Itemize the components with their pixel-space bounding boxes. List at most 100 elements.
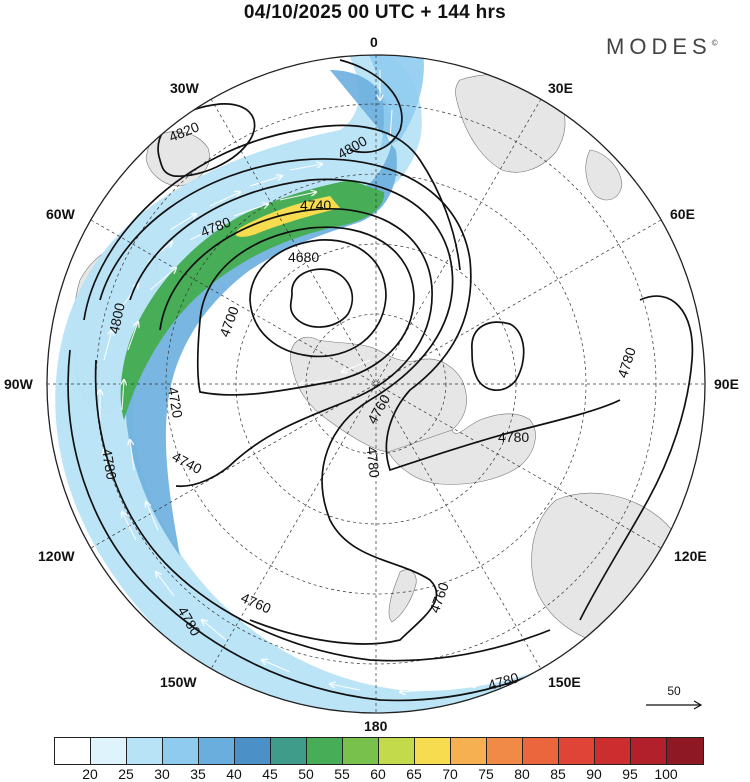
wind-vector <box>122 380 124 411</box>
colorbar-label: 80 <box>514 766 530 782</box>
colorbar-box <box>271 738 307 764</box>
colorbar-box <box>415 738 451 764</box>
map-boundary <box>46 54 706 714</box>
colorbar-box <box>199 738 235 764</box>
colorbar-box <box>163 738 199 764</box>
colorbar-label: 70 <box>442 766 458 782</box>
contour-4800-upper <box>339 59 403 154</box>
wind-vector <box>103 330 112 361</box>
colorbar-label: 35 <box>190 766 206 782</box>
lon-label-60w: 60W <box>46 206 75 222</box>
contour-label: 4720 <box>165 386 186 420</box>
contour-4780-far-east <box>579 295 694 621</box>
contour-label: 4780 <box>364 446 383 479</box>
lon-label-30e: 30E <box>548 80 573 96</box>
colorbar-box <box>343 738 379 764</box>
wind-vector <box>262 660 291 673</box>
wind-vector <box>400 690 431 692</box>
wind-vector <box>470 677 501 686</box>
lon-label-90e: 90E <box>714 376 739 392</box>
latitude-circle-3 <box>165 173 587 595</box>
wind-vector <box>342 359 371 372</box>
meridian-30w-150e <box>210 98 542 670</box>
brand-name: MODES <box>606 34 712 59</box>
colorbar-label: 60 <box>370 766 386 782</box>
wind-vector <box>289 164 322 171</box>
lon-label-120e: 120E <box>674 548 707 564</box>
colorbar-box <box>307 738 343 764</box>
contour-4760 <box>129 178 454 645</box>
colorbar-label: 100 <box>654 766 678 782</box>
lon-label-150e: 150E <box>548 674 581 690</box>
wind-vector <box>146 502 159 531</box>
wind-vector <box>130 440 135 471</box>
wind-vector <box>300 379 331 384</box>
colorbar-box <box>595 738 631 764</box>
reference-vector: 50 <box>644 684 704 714</box>
wind-vector <box>279 192 316 201</box>
wind-vector <box>233 204 268 217</box>
wind-vector <box>419 269 426 300</box>
colorbar-box <box>127 738 163 764</box>
contour-label: 4780 <box>99 447 120 481</box>
colorbar-box <box>235 738 271 764</box>
madagascar-land <box>585 149 623 201</box>
contour-4740 <box>159 208 433 488</box>
antarctica-east-land <box>387 413 536 485</box>
colorbar <box>54 737 704 765</box>
lon-label-150w: 150W <box>160 674 197 690</box>
colorbar-box <box>667 738 703 764</box>
colorbar-label: 30 <box>154 766 170 782</box>
wind-vector <box>122 512 137 541</box>
contour-4800 <box>83 124 461 321</box>
wind-vector <box>330 684 361 691</box>
wind-vector <box>104 450 111 481</box>
colorbar-box <box>91 738 127 764</box>
brand-copyright: © <box>711 38 718 48</box>
wind-vector <box>189 224 222 241</box>
polar-map: 4820 4800 4780 4740 4680 4800 4700 4720 … <box>46 54 706 714</box>
colorbar-label: 55 <box>334 766 350 782</box>
colorbar-label: 75 <box>478 766 494 782</box>
colorbar-label: 65 <box>406 766 422 782</box>
colorbar-box <box>559 738 595 764</box>
colorbar-label: 40 <box>226 766 242 782</box>
colorbar-label: 20 <box>82 766 98 782</box>
colorbar-box <box>631 738 667 764</box>
contour-label: 4780 <box>498 429 529 445</box>
contour-label: 4740 <box>300 197 331 213</box>
wind-vector <box>209 192 240 207</box>
contour-4780-inner <box>99 158 621 472</box>
contour-4780-east <box>471 321 525 391</box>
reference-arrow-icon <box>646 700 703 710</box>
colorbar-label: 45 <box>262 766 278 782</box>
wind-vector <box>396 329 411 356</box>
wind-vector <box>399 219 420 246</box>
colorbar-label: 90 <box>586 766 602 782</box>
colorbar-labels: 20 25 30 35 40 45 50 55 60 65 70 75 80 85 90 95 100 <box>54 766 704 782</box>
lon-label-90w: 90W <box>4 376 33 392</box>
reference-vector-label: 50 <box>667 684 681 698</box>
contour-label: 4800 <box>106 301 128 335</box>
brand-logo: MODES© <box>606 34 718 60</box>
lon-label-0: 0 <box>370 34 378 50</box>
lon-label-180: 180 <box>364 718 388 734</box>
map-title: 04/10/2025 00 UTC + 144 hrs <box>243 2 507 23</box>
contour-4780-mid <box>94 359 551 662</box>
colorbar-box <box>55 738 91 764</box>
colorbar-box <box>379 738 415 764</box>
colorbar-label: 85 <box>550 766 566 782</box>
lon-label-120w: 120W <box>38 548 75 564</box>
meridian-60e-120w <box>90 219 662 549</box>
colorbar-label: 95 <box>622 766 638 782</box>
meridian-60w-120e <box>90 219 662 549</box>
wind-vector <box>149 268 176 291</box>
wind-vector <box>127 322 138 351</box>
contour-4700 <box>249 239 387 358</box>
lon-label-30w: 30W <box>170 80 199 96</box>
contour-label: 4680 <box>288 249 319 265</box>
lon-label-60e: 60E <box>670 206 695 222</box>
colorbar-label: 25 <box>118 766 134 782</box>
colorbar-box <box>523 738 559 764</box>
jet-shading-peak <box>235 196 340 237</box>
